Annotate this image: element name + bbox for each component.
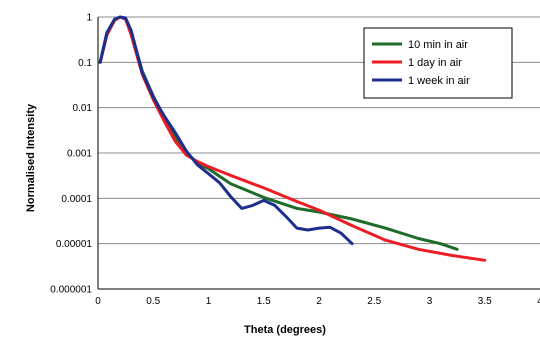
y-tick-label: 0.1: [78, 58, 92, 69]
x-tick-label: 3.5: [478, 296, 492, 307]
y-tick-label: 1: [86, 13, 92, 24]
series-line: [98, 15, 354, 246]
x-axis-title: Theta (degrees): [244, 324, 326, 336]
y-tick-label: 0.0001: [61, 194, 92, 205]
y-axis-title: Normalised Intensity: [25, 103, 37, 212]
grid-lines: [98, 16, 540, 245]
x-tick-label: 3: [427, 296, 433, 307]
x-tick-label: 1: [206, 296, 212, 307]
x-tick-label: 0: [95, 296, 101, 307]
y-tick-label: 0.000001: [50, 285, 92, 296]
x-tick-label: 2: [316, 296, 322, 307]
x-tick-label: 2.5: [367, 296, 381, 307]
legend: 10 min in air 1 day in air 1 week in air: [363, 27, 513, 99]
x-tick-label: 4: [537, 296, 540, 307]
x-tick-label: 1.5: [257, 296, 271, 307]
legend-label: 10 min in air: [408, 39, 468, 51]
y-tick-label: 0.00001: [56, 239, 93, 250]
legend-label: 1 day in air: [408, 57, 462, 69]
y-tick-labels: 1 0.1 0.01 0.001 0.0001 0.00001 0.000001: [50, 13, 92, 296]
y-tick-label: 0.001: [67, 149, 92, 160]
x-tick-labels: 0 0.5 1 1.5 2 2.5 3 3.5 4: [95, 296, 540, 307]
series-lines: [98, 15, 487, 262]
y-tick-label: 0.01: [73, 103, 93, 114]
x-tick-label: 0.5: [146, 296, 160, 307]
legend-label: 1 week in air: [408, 75, 470, 87]
